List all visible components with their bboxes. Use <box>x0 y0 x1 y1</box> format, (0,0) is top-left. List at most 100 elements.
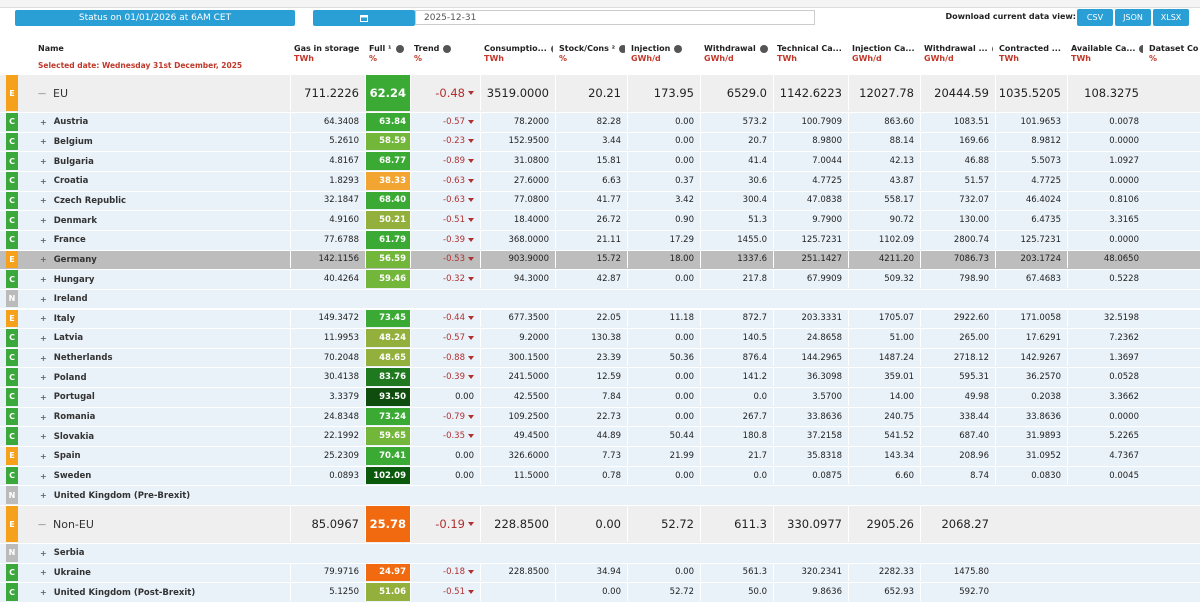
table-row[interactable]: CRomania24.834873.24-0.79109.250022.730.… <box>0 408 1200 428</box>
table-cell: 5.2610 <box>290 133 365 151</box>
table-cell: 38.33 <box>365 172 410 190</box>
table-cell: 31.0952 <box>995 447 1067 465</box>
table-cell: 24.8348 <box>290 408 365 426</box>
table-cell: 33.8636 <box>995 408 1067 426</box>
help-icon[interactable] <box>674 45 682 53</box>
table-cell: 1337.6 <box>700 251 773 269</box>
header-label[interactable]: Consumptio... <box>484 44 547 53</box>
table-row[interactable]: CPortugal3.337993.500.0042.55007.840.000… <box>0 388 1200 408</box>
table-cell: 5.1250 <box>290 583 365 601</box>
table-cell: 9.7900 <box>773 211 848 229</box>
header-label[interactable]: Withdrawal ... <box>924 44 988 53</box>
table-row[interactable]: CSweden0.0893102.090.0011.50000.780.000.… <box>0 467 1200 487</box>
table-row[interactable]: NIreland <box>0 290 1200 310</box>
table-cell: 4.7367 <box>1067 447 1145 465</box>
header-unit: TWh <box>777 54 846 64</box>
row-badge: E <box>6 447 18 465</box>
header-label[interactable]: Trend <box>414 44 439 53</box>
table-cell: 872.7 <box>700 310 773 328</box>
table-cell: 1.3697 <box>1067 349 1145 367</box>
table-row[interactable]: EGermany142.115656.59-0.53903.900015.721… <box>0 251 1200 271</box>
table-row[interactable]: CUkraine79.971624.97-0.18228.850034.940.… <box>0 564 1200 584</box>
table-cell: 7.2362 <box>1067 329 1145 347</box>
download-button[interactable]: CSV <box>1077 9 1113 26</box>
help-icon[interactable] <box>760 45 768 53</box>
help-icon[interactable] <box>443 45 451 53</box>
row-badge: C <box>6 133 18 151</box>
table-cell: 0.00 <box>627 564 700 582</box>
row-badge: N <box>6 544 18 562</box>
table-row[interactable]: CHungary40.426459.46-0.3294.300042.870.0… <box>0 270 1200 290</box>
table-row[interactable]: CCroatia1.829338.33-0.6327.60006.630.373… <box>0 172 1200 192</box>
row-name: France <box>40 231 86 250</box>
help-icon[interactable] <box>619 45 625 53</box>
download-button[interactable]: XLSX <box>1153 9 1189 26</box>
header-label[interactable]: Name <box>38 44 64 53</box>
table-cell: -0.51 <box>410 583 480 601</box>
header-label[interactable]: Full ¹ <box>369 44 392 53</box>
table-row[interactable]: CBulgaria4.816768.77-0.8931.080015.810.0… <box>0 152 1200 172</box>
row-badge: C <box>6 427 18 445</box>
header-label[interactable]: Stock/Cons ² <box>559 44 615 53</box>
column-header: Name <box>38 44 238 54</box>
header-label[interactable]: Withdrawal <box>704 44 756 53</box>
header-label[interactable]: Gas in storage <box>294 44 359 53</box>
table-row[interactable]: NUnited Kingdom (Pre-Brexit) <box>0 486 1200 506</box>
table-cell: 35.8318 <box>773 447 848 465</box>
table-cell: 49.98 <box>920 388 995 406</box>
table-cell: 2800.74 <box>920 231 995 249</box>
table-cell: 48.24 <box>365 329 410 347</box>
table-cell: 359.01 <box>848 368 920 386</box>
header-label[interactable]: Contracted ... <box>999 44 1061 53</box>
date-input[interactable]: 2025-12-31 <box>415 10 815 25</box>
header-label[interactable]: Available Ca... <box>1071 44 1135 53</box>
header-label[interactable]: Injection Ca... <box>852 44 915 53</box>
table-cell: 267.7 <box>700 408 773 426</box>
table-row[interactable]: CSlovakia22.199259.65-0.3549.450044.8950… <box>0 427 1200 447</box>
table-cell: 3.3662 <box>1067 388 1145 406</box>
help-icon[interactable] <box>396 45 404 53</box>
row-name: Netherlands <box>40 349 113 368</box>
table-cell: -0.44 <box>410 310 480 328</box>
table-row[interactable]: CDenmark4.916050.21-0.5118.400026.720.90… <box>0 211 1200 231</box>
header-label[interactable]: Injection <box>631 44 670 53</box>
table-row[interactable]: CNetherlands70.204848.65-0.88300.150023.… <box>0 349 1200 369</box>
table-row[interactable]: EItaly149.347273.45-0.44677.350022.0511.… <box>0 310 1200 330</box>
table-cell: 56.59 <box>365 251 410 269</box>
table-cell: -0.57 <box>410 113 480 131</box>
calendar-button[interactable] <box>313 10 415 26</box>
table-cell: 0.2038 <box>995 388 1067 406</box>
header-unit: GWh/d <box>704 54 771 64</box>
table-row[interactable]: CPoland30.413883.76-0.39241.500012.590.0… <box>0 368 1200 388</box>
table-row[interactable]: ENon-EU85.096725.78-0.19228.85000.0052.7… <box>0 506 1200 544</box>
table-cell: 36.3098 <box>773 368 848 386</box>
header-label[interactable]: Technical Ca... <box>777 44 842 53</box>
table-row[interactable]: NSerbia <box>0 544 1200 564</box>
header-label[interactable]: Dataset Cov... <box>1149 44 1198 53</box>
table-cell: 0.0893 <box>290 467 365 485</box>
table-row[interactable]: CFrance77.678861.79-0.39368.000021.1117.… <box>0 231 1200 251</box>
row-name: Latvia <box>40 329 83 348</box>
table-cell: 30.6 <box>700 172 773 190</box>
help-icon[interactable] <box>1139 45 1143 53</box>
table-cell: 63.84 <box>365 113 410 131</box>
table-row[interactable]: CBelgium5.261058.59-0.23152.95003.440.00… <box>0 133 1200 153</box>
table-row[interactable]: CLatvia11.995348.24-0.579.2000130.380.00… <box>0 329 1200 349</box>
download-button[interactable]: JSON <box>1115 9 1151 26</box>
table-row[interactable]: CUnited Kingdom (Post-Brexit)5.125051.06… <box>0 583 1200 603</box>
table-row[interactable]: EEU711.222662.24-0.483519.000020.21173.9… <box>0 75 1200 113</box>
table-cell: 52.72 <box>627 506 700 542</box>
help-icon[interactable] <box>992 45 993 53</box>
table-cell: 82.28 <box>555 113 627 131</box>
table-cell: 27.6000 <box>480 172 555 190</box>
status-button[interactable]: Status on 01/01/2026 at 6AM CET <box>15 10 295 26</box>
table-cell: 152.9500 <box>480 133 555 151</box>
table-cell: -0.63 <box>410 172 480 190</box>
table-cell: 0.5228 <box>1067 270 1145 288</box>
table-row[interactable]: ESpain25.230970.410.00326.60007.7321.992… <box>0 447 1200 467</box>
table-row[interactable]: CAustria64.340863.84-0.5778.200082.280.0… <box>0 113 1200 133</box>
table-cell: 0.37 <box>627 172 700 190</box>
table-cell: 228.8500 <box>480 564 555 582</box>
table-row[interactable]: CCzech Republic32.184768.40-0.6377.08004… <box>0 192 1200 212</box>
help-icon[interactable] <box>551 45 553 53</box>
